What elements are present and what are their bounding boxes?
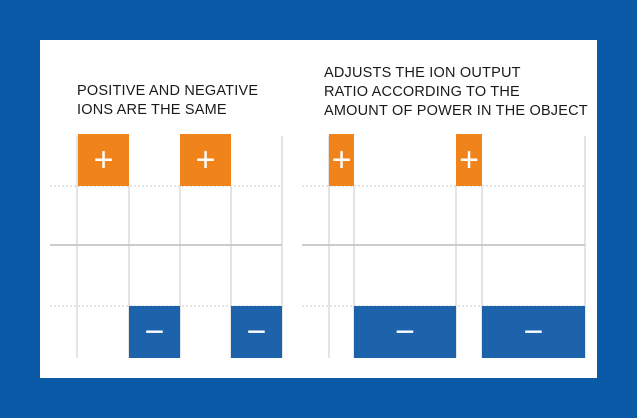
plus-symbol: +: [196, 141, 216, 179]
left-waveform: + + − −: [50, 134, 283, 358]
right-caption: ADJUSTS THE ION OUTPUT RATIO ACCORDING T…: [324, 64, 588, 121]
negative-ion-block: −: [231, 306, 282, 358]
minus-symbol: −: [524, 313, 544, 351]
plus-symbol: +: [94, 141, 114, 179]
ion-output-diagram: + + − −: [50, 134, 586, 358]
diagram-panel: POSITIVE AND NEGATIVE IONS ARE THE SAME …: [40, 40, 597, 378]
minus-symbol: −: [395, 313, 415, 351]
right-waveform: + + − −: [302, 134, 586, 358]
right-caption-line-1: ADJUSTS THE ION OUTPUT: [324, 65, 521, 81]
left-caption: POSITIVE AND NEGATIVE IONS ARE THE SAME: [77, 82, 258, 120]
positive-ion-block: +: [329, 134, 354, 186]
positive-ion-block: +: [78, 134, 129, 186]
positive-ion-block: +: [180, 134, 231, 186]
negative-ion-block: −: [354, 306, 456, 358]
negative-ion-block: −: [482, 306, 585, 358]
positive-ion-block: +: [456, 134, 482, 186]
negative-ion-block: −: [129, 306, 180, 358]
plus-symbol: +: [459, 141, 479, 179]
right-caption-line-2: RATIO ACCORDING TO THE: [324, 84, 520, 100]
minus-symbol: −: [247, 313, 267, 351]
plus-symbol: +: [332, 141, 352, 179]
right-caption-line-3: AMOUNT OF POWER IN THE OBJECT: [324, 103, 588, 119]
minus-symbol: −: [145, 313, 165, 351]
left-caption-line-2: IONS ARE THE SAME: [77, 102, 227, 118]
left-caption-line-1: POSITIVE AND NEGATIVE: [77, 83, 259, 99]
